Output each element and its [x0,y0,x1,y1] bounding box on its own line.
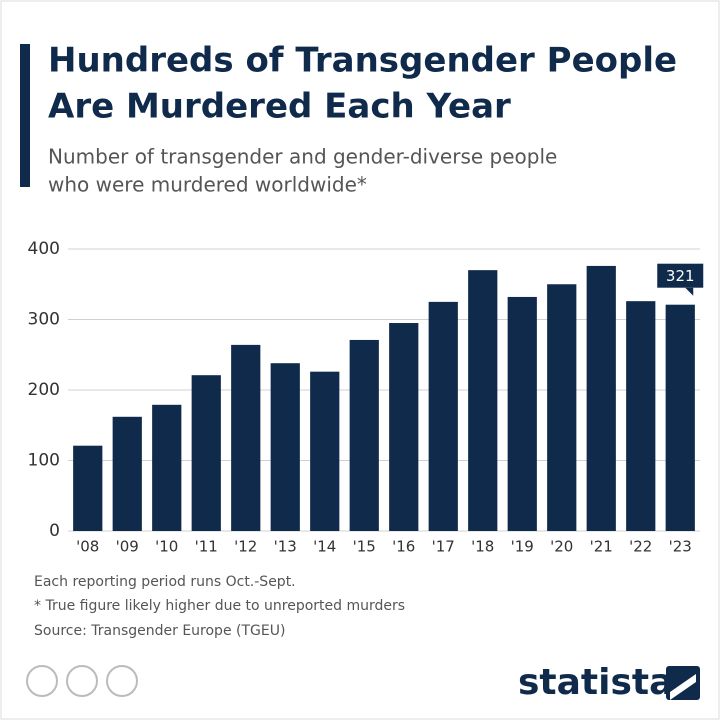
bar [310,371,340,531]
x-tick-label: '12 [234,538,257,556]
y-tick-label: 200 [28,380,60,400]
x-tick-label: '16 [392,538,415,556]
bar [626,301,656,531]
x-tick-label: '08 [76,538,99,556]
title-bar [20,44,30,187]
bar [468,270,498,531]
bar [112,416,142,531]
license-icons [26,665,138,697]
y-tick-label: 400 [28,239,60,259]
value-label: 321 [666,267,695,285]
x-tick-label: '19 [511,538,534,556]
brand-icon-mark [670,674,696,700]
x-tick-label: '09 [116,538,139,556]
x-tick-label: '13 [274,538,297,556]
x-tick-label: '17 [432,538,455,556]
x-tick-label: '18 [471,538,494,556]
x-tick-label: '21 [590,538,613,556]
y-tick-label: 0 [49,521,60,541]
bar [507,296,537,531]
chart-title: Are Murdered Each Year [48,87,511,127]
bar [586,265,616,531]
chart-subtitle: Number of transgender and gender-diverse… [48,145,557,169]
x-tick-label: '23 [669,538,692,556]
x-tick-label: '20 [550,538,573,556]
bar [73,445,103,531]
bar [665,304,695,531]
bar [152,404,182,531]
x-tick-label: '10 [155,538,178,556]
bar [428,301,458,531]
value-label-pointer [685,287,694,296]
y-tick-label: 300 [28,310,60,330]
bar [389,323,419,531]
bar [270,363,300,531]
x-tick-label: '22 [629,538,652,556]
bar [231,344,261,531]
note: * True figure likely higher due to unrep… [34,598,405,614]
value-label-box [657,263,704,288]
note: Each reporting period runs Oct.-Sept. [34,574,296,590]
bar [191,375,221,531]
bar [547,284,577,531]
x-tick-label: '15 [353,538,376,556]
bar [349,339,379,531]
chart-subtitle: who were murdered worldwide* [48,173,367,197]
y-tick-label: 100 [28,451,60,471]
brand-logo: statista [518,662,673,703]
x-tick-label: '11 [195,538,218,556]
source: Source: Transgender Europe (TGEU) [34,623,285,639]
x-tick-label: '14 [313,538,336,556]
chart-title: Hundreds of Transgender People [48,41,677,81]
